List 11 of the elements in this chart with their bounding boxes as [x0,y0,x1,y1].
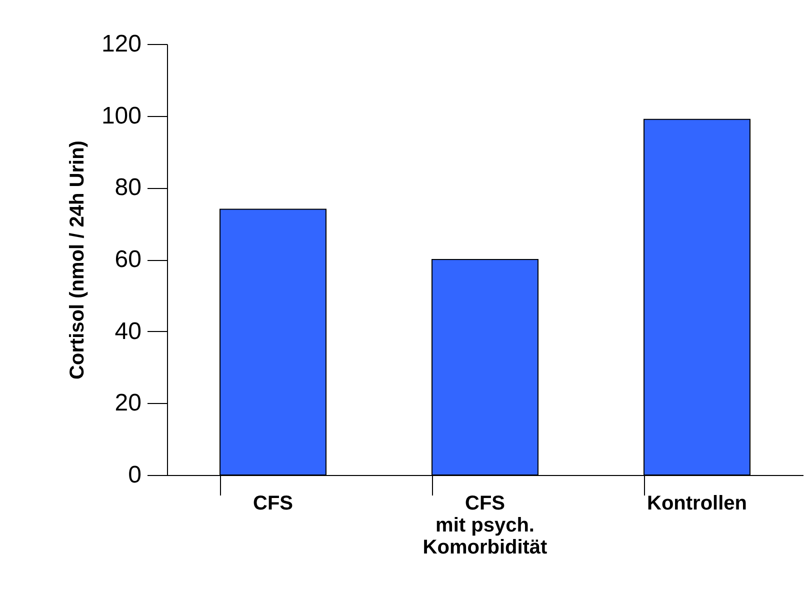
y-tick-label: 60 [114,246,142,273]
x-tick-label: Kontrollen [647,492,747,514]
y-tick-label: 120 [101,30,142,58]
x-tick-label: CFS mit psych. Komorbidität [422,492,548,558]
y-axis-title: Cortisol (nmol / 24h Urin) [66,140,88,380]
x-tick-label: CFS [253,492,293,514]
y-tick-label: 100 [101,102,142,130]
y-tick-label: 0 [128,462,142,488]
y-tick-label: 40 [114,318,142,345]
y-tick-label: 80 [114,174,142,202]
y-tick-label: 20 [114,390,142,417]
